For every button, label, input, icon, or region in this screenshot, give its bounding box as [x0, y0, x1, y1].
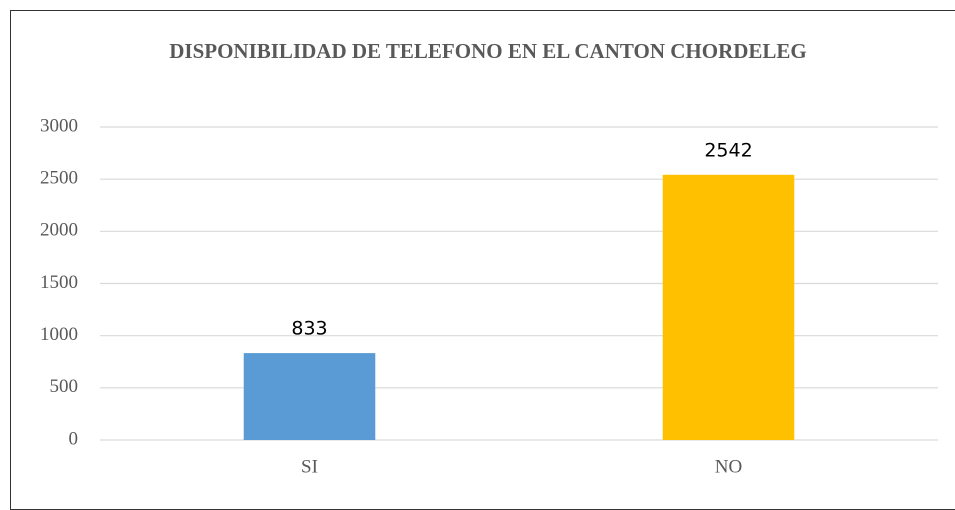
- chart: 0 500 1000 1500 2000 2500 3000 SI 833 NO 2542: [40, 115, 938, 477]
- y-tick-label: 3000: [40, 115, 78, 136]
- chart-title: DISPONIBILIDAD DE TELEFONO EN EL CANTON …: [169, 39, 807, 63]
- page: DISPONIBILIDAD DE TELEFONO EN EL CANTON …: [10, 10, 955, 510]
- data-label: 2542: [704, 139, 752, 161]
- x-tick-label: NO: [715, 456, 742, 477]
- bar: [662, 174, 795, 440]
- y-tick-label: 2500: [40, 168, 78, 189]
- bar: [243, 353, 376, 440]
- x-tick-label: SI: [301, 456, 318, 477]
- y-tick-label: 0: [69, 428, 79, 449]
- y-tick-label: 500: [50, 376, 79, 397]
- data-label: 833: [291, 318, 327, 340]
- y-tick-label: 1500: [40, 272, 78, 293]
- y-tick-label: 2000: [40, 220, 78, 241]
- y-tick-label: 1000: [40, 324, 78, 345]
